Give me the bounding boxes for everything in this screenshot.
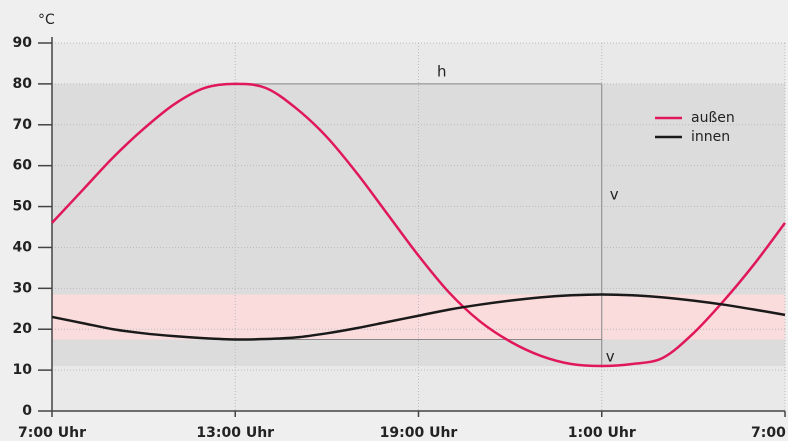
- y-tick-label: 10: [13, 362, 33, 378]
- legend-label: innen: [691, 129, 730, 145]
- x-tick-label: 7:00 Uhr: [751, 425, 788, 441]
- y-tick-label: 0: [22, 403, 32, 419]
- annotation: v: [610, 186, 619, 204]
- y-tick-label: 90: [13, 35, 33, 51]
- x-tick-label: 7:00 Uhr: [18, 425, 86, 441]
- x-tick-label: 13:00 Uhr: [196, 425, 274, 441]
- y-tick-label: 30: [13, 280, 33, 296]
- y-tick-label: 70: [13, 117, 33, 133]
- x-tick-label: 1:00 Uhr: [568, 425, 636, 441]
- y-tick-label: 80: [13, 76, 33, 92]
- y-tick-label: 50: [13, 199, 33, 215]
- x-tick-label: 19:00 Uhr: [380, 425, 458, 441]
- y-tick-label: 60: [13, 158, 33, 174]
- y-tick-label: 40: [13, 239, 33, 255]
- annotation: h: [437, 62, 447, 80]
- y-unit: °C: [38, 12, 55, 28]
- series-line: [51, 293, 786, 341]
- legend-label: außen: [691, 110, 735, 126]
- annotation: v: [606, 348, 615, 366]
- y-tick-label: 20: [13, 321, 33, 337]
- series-line: [51, 82, 787, 368]
